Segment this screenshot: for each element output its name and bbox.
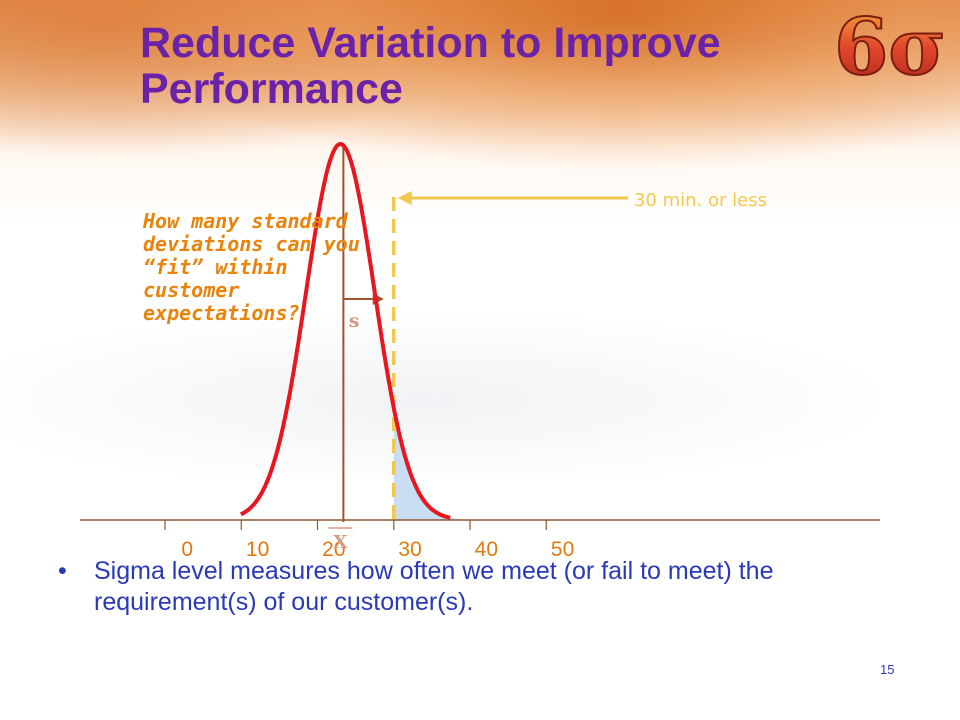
x-tick-label: 20 xyxy=(322,538,345,561)
distribution-curve xyxy=(239,142,451,520)
x-tick-label: 0 xyxy=(181,538,193,561)
question-line-1: How many standard xyxy=(143,209,348,233)
six-sigma-logo: 6σ xyxy=(833,2,947,92)
x-tick-label: 50 xyxy=(551,538,574,561)
question-line-4: customer xyxy=(143,278,240,302)
x-tick-label: 10 xyxy=(246,538,269,561)
mean-label: X xyxy=(333,532,347,553)
spec-limit-label: 30 min. or less xyxy=(634,190,767,211)
x-axis-ticks: 0 10 20 30 40 50 xyxy=(164,520,574,561)
header-background xyxy=(0,0,960,260)
background-wash xyxy=(0,280,960,480)
x-tick-label: 30 xyxy=(398,538,421,561)
question-line-3: “fit” within xyxy=(143,255,288,279)
bullet-mark: • xyxy=(58,557,67,585)
bullet-text: Sigma level measures how often we meet (… xyxy=(94,557,774,616)
slide-title-line-2: Performance xyxy=(140,65,403,113)
slide-title-line-1: Reduce Variation to Improve xyxy=(140,19,721,67)
sd-label: s xyxy=(349,310,360,332)
question-line-2: deviations can you xyxy=(143,232,360,256)
logo-text: 6σ xyxy=(834,2,946,92)
x-tick-label: 40 xyxy=(475,538,498,561)
page-number: 15 xyxy=(880,662,895,677)
shaded-tail-area xyxy=(393,407,461,520)
question-text: How many standard deviations can you “fi… xyxy=(143,210,443,325)
slide-title: Reduce Variation to Improve Performance xyxy=(140,20,900,112)
spec-arrow-head xyxy=(397,191,412,205)
question-line-5: expectations? xyxy=(143,301,300,325)
